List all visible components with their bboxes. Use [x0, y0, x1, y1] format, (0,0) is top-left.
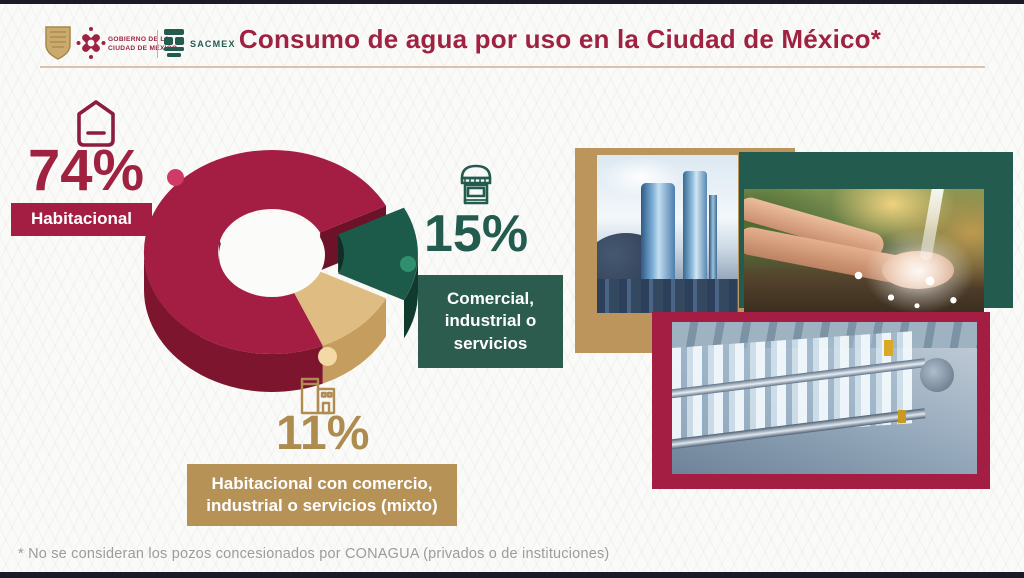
mixed-marker-dot	[318, 347, 337, 366]
commercial-label-box: Comercial, industrial o servicios	[418, 275, 563, 368]
water-droplets-shape	[839, 259, 969, 314]
bottom-edge-bar	[0, 572, 1024, 578]
tank-shape	[641, 183, 675, 285]
sacmex-logo-icon	[163, 28, 185, 58]
house-icon	[73, 98, 119, 154]
pipes-band	[597, 279, 738, 313]
residential-percentage: 74%	[28, 138, 145, 203]
pipe-shape	[709, 195, 717, 285]
water-treatment-plant-photo	[597, 155, 738, 313]
cdmx-x-logo-icon	[76, 25, 106, 61]
gobierno-wordmark: GOBIERNO DE LA CIUDAD DE MÉXICO	[108, 36, 177, 54]
logo-divider	[157, 30, 158, 58]
machine-wheel-shape	[920, 358, 954, 392]
coat-of-arms-icon	[45, 26, 71, 60]
mixed-label-box: Habitacional con comercio, industrial o …	[187, 464, 457, 526]
sacmex-wordmark: SACMEX	[190, 39, 236, 49]
commercial-label-line3: servicios	[453, 333, 528, 353]
donut-chart-svg	[143, 149, 418, 392]
mixed-label-line2: industrial o servicios (mixto)	[206, 496, 438, 515]
mixed-label-line1: Habitacional con comercio,	[211, 473, 433, 493]
water-bottling-line-photo	[672, 322, 977, 474]
commercial-label-line2: industrial o	[444, 311, 537, 331]
donut-chart	[130, 132, 460, 412]
buildings-icon	[294, 373, 342, 417]
commercial-label-line1: Comercial,	[447, 289, 534, 309]
footnote: * No se consideran los pozos concesionad…	[18, 546, 610, 562]
residential-label-box: Habitacional	[11, 203, 152, 236]
yellow-sensor-shape	[898, 410, 906, 423]
header-rule	[40, 66, 985, 68]
hands-catching-water-photo	[744, 189, 984, 314]
page-title: Consumo de agua por uso en la Ciudad de …	[238, 24, 882, 54]
tank-shape	[683, 171, 707, 285]
mixed-percentage: 11%	[276, 407, 370, 460]
residential-label: Habitacional	[30, 209, 133, 229]
machinery-shape	[907, 332, 977, 474]
storefront-icon	[452, 160, 500, 208]
gobierno-line2: CIUDAD DE MÉXICO	[108, 44, 178, 52]
top-edge-bar	[0, 0, 1024, 4]
commercial-percentage: 15%	[424, 205, 529, 263]
yellow-sensor-shape	[884, 340, 893, 356]
commercial-marker-dot	[400, 256, 416, 272]
gobierno-line1: GOBIERNO DE LA	[108, 36, 170, 43]
residential-marker-dot	[167, 169, 184, 186]
